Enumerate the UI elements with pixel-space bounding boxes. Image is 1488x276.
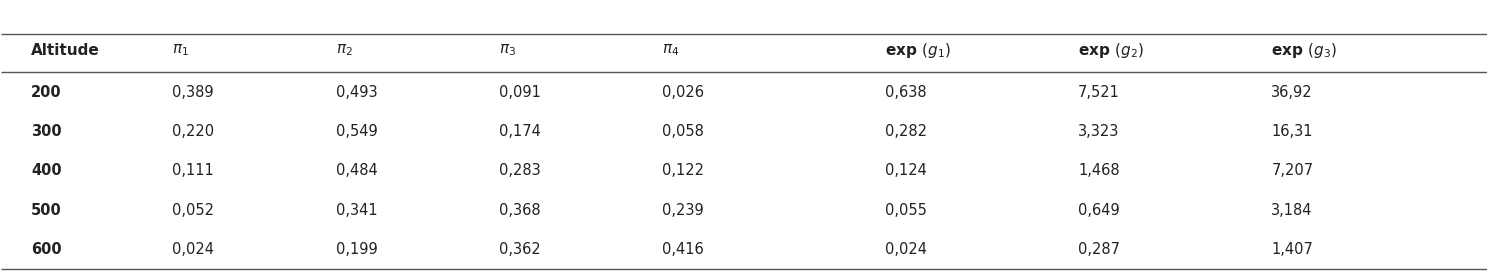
Text: exp $(g_2)$: exp $(g_2)$ [1079, 41, 1144, 60]
Text: 0,091: 0,091 [498, 85, 540, 100]
Text: 0,174: 0,174 [498, 124, 540, 139]
Text: $\pi_3$: $\pi_3$ [498, 43, 516, 59]
Text: 0,493: 0,493 [336, 85, 376, 100]
Text: 7,521: 7,521 [1079, 85, 1120, 100]
Text: 0,282: 0,282 [885, 124, 927, 139]
Text: 0,549: 0,549 [336, 124, 378, 139]
Text: 1,407: 1,407 [1271, 242, 1312, 257]
Text: 0,416: 0,416 [662, 242, 704, 257]
Text: 0,058: 0,058 [662, 124, 704, 139]
Text: Altitude: Altitude [31, 43, 100, 58]
Text: 0,055: 0,055 [885, 203, 927, 218]
Text: 0,638: 0,638 [885, 85, 927, 100]
Text: 7,207: 7,207 [1271, 163, 1314, 178]
Text: 0,239: 0,239 [662, 203, 704, 218]
Text: exp $(g_1)$: exp $(g_1)$ [885, 41, 951, 60]
Text: 0,368: 0,368 [498, 203, 540, 218]
Text: 0,287: 0,287 [1079, 242, 1120, 257]
Text: 0,484: 0,484 [336, 163, 378, 178]
Text: 200: 200 [31, 85, 61, 100]
Text: 16,31: 16,31 [1271, 124, 1312, 139]
Text: 3,184: 3,184 [1271, 203, 1312, 218]
Text: 0,026: 0,026 [662, 85, 704, 100]
Text: 0,283: 0,283 [498, 163, 540, 178]
Text: 0,199: 0,199 [336, 242, 378, 257]
Text: 0,111: 0,111 [173, 163, 214, 178]
Text: 600: 600 [31, 242, 61, 257]
Text: 1,468: 1,468 [1079, 163, 1120, 178]
Text: 500: 500 [31, 203, 62, 218]
Text: $\pi_2$: $\pi_2$ [336, 43, 353, 59]
Text: 0,122: 0,122 [662, 163, 704, 178]
Text: 0,362: 0,362 [498, 242, 540, 257]
Text: $\pi_1$: $\pi_1$ [173, 43, 189, 59]
Text: $\pi_4$: $\pi_4$ [662, 43, 680, 59]
Text: 300: 300 [31, 124, 61, 139]
Text: exp $(g_3)$: exp $(g_3)$ [1271, 41, 1338, 60]
Text: 0,389: 0,389 [173, 85, 214, 100]
Text: 0,220: 0,220 [173, 124, 214, 139]
Text: 36,92: 36,92 [1271, 85, 1312, 100]
Text: 0,649: 0,649 [1079, 203, 1120, 218]
Text: 0,052: 0,052 [173, 203, 214, 218]
Text: 0,024: 0,024 [885, 242, 927, 257]
Text: 0,341: 0,341 [336, 203, 376, 218]
Text: 400: 400 [31, 163, 61, 178]
Text: 0,024: 0,024 [173, 242, 214, 257]
Text: 3,323: 3,323 [1079, 124, 1119, 139]
Text: 0,124: 0,124 [885, 163, 927, 178]
